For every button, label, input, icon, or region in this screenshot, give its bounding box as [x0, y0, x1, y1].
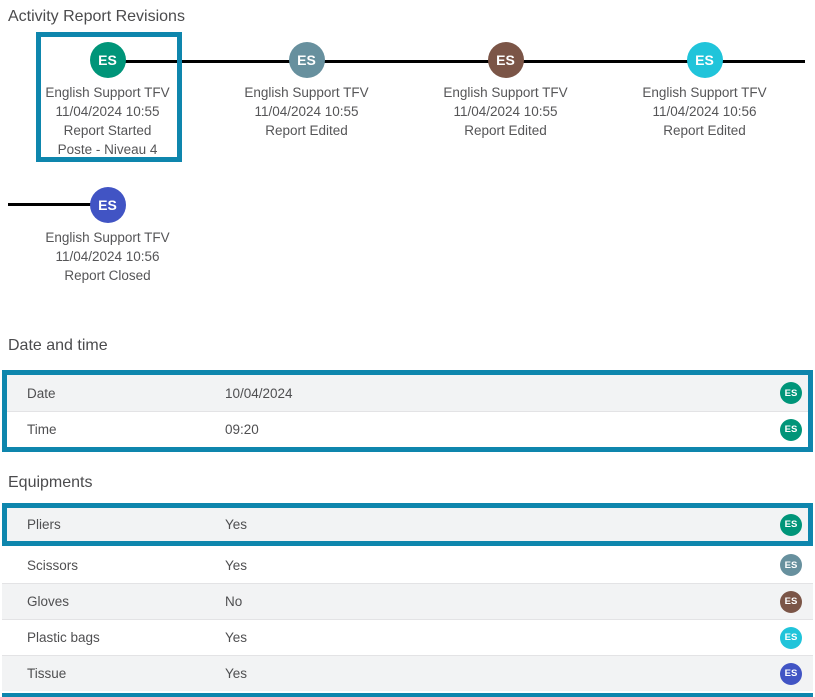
row-value: Yes	[225, 517, 248, 532]
revision-action: Report Edited	[464, 123, 547, 138]
row-value: No	[225, 594, 243, 609]
table-row-plastic-bags: Plastic bags Yes ES	[2, 619, 813, 655]
section-header-equipments: Equipments	[8, 474, 93, 491]
revision-datetime: 11/04/2024 10:55	[254, 104, 359, 119]
row-label: Gloves	[27, 594, 70, 609]
avatar: ES	[487, 42, 524, 78]
equipments-table: Scissors Yes ES Gloves No ES Plastic bag…	[2, 547, 813, 691]
revision-author: English Support TFV	[244, 85, 369, 100]
revision-entry-edited-3[interactable]: ES English Support TFV 11/04/2024 10:56 …	[605, 32, 804, 159]
revision-datetime: 11/04/2024 10:55	[453, 104, 558, 119]
editor-badge: ES	[780, 626, 802, 649]
timeline-connector-line	[8, 203, 108, 206]
row-label: Tissue	[27, 666, 67, 681]
editor-badge: ES	[780, 662, 802, 685]
row-value: Yes	[225, 557, 248, 573]
table-row-scissors: Scissors Yes ES	[2, 547, 813, 583]
revision-author: English Support TFV	[642, 85, 767, 100]
avatar: ES	[288, 42, 325, 78]
avatar: ES	[89, 42, 126, 78]
section-header-date-and-time: Date and time	[8, 337, 108, 354]
revision-timeline-row-1: ES English Support TFV 11/04/2024 10:55 …	[8, 32, 807, 164]
revision-action: Report Edited	[663, 123, 746, 138]
row-value: Yes	[225, 630, 248, 645]
table-row-time: Time 09:20 ES	[7, 411, 808, 447]
row-label: Scissors	[27, 557, 79, 573]
editor-badge: ES	[780, 418, 802, 441]
editor-badge: ES	[780, 554, 802, 576]
next-highlighted-box-edge	[2, 693, 813, 697]
revision-author: English Support TFV	[45, 230, 170, 245]
table-row-tissue: Tissue Yes ES	[2, 655, 813, 691]
highlighted-datetime-box: Date 10/04/2024 ES Time 09:20 ES	[2, 370, 813, 452]
revision-author: English Support TFV	[443, 85, 568, 100]
table-row-pliers: Pliers Yes ES	[7, 508, 808, 541]
row-label: Time	[27, 422, 57, 437]
row-value: 09:20	[225, 422, 259, 437]
row-value: 10/04/2024	[225, 385, 293, 401]
revision-entry-report-started[interactable]: ES English Support TFV 11/04/2024 10:55 …	[8, 32, 207, 159]
table-row-date: Date 10/04/2024 ES	[7, 375, 808, 411]
row-label: Date	[27, 385, 56, 401]
editor-badge: ES	[780, 382, 802, 404]
revision-entry-edited-2[interactable]: ES English Support TFV 11/04/2024 10:55 …	[406, 32, 605, 159]
revision-extra: Poste - Niveau 4	[57, 142, 158, 157]
revision-action: Report Edited	[265, 123, 348, 138]
highlighted-equipment-box: Pliers Yes ES	[2, 503, 813, 546]
revision-author: English Support TFV	[45, 85, 170, 100]
timeline-connector-line	[108, 60, 805, 63]
table-row-gloves: Gloves No ES	[2, 583, 813, 619]
editor-badge: ES	[780, 590, 802, 613]
revision-datetime: 11/04/2024 10:55	[55, 104, 160, 119]
revision-entry-closed[interactable]: ES English Support TFV 11/04/2024 10:56 …	[8, 170, 207, 285]
revision-action: Report Started	[63, 123, 152, 138]
avatar: ES	[89, 187, 126, 223]
revision-datetime: 11/04/2024 10:56	[652, 104, 757, 119]
revision-entry-edited-1[interactable]: ES English Support TFV 11/04/2024 10:55 …	[207, 32, 406, 159]
revision-action: Report Closed	[64, 268, 151, 283]
avatar: ES	[686, 42, 723, 78]
row-value: Yes	[225, 666, 248, 681]
revision-timeline-row-2: ES English Support TFV 11/04/2024 10:56 …	[8, 170, 807, 285]
page-title: Activity Report Revisions	[8, 8, 185, 25]
row-label: Pliers	[27, 517, 61, 532]
revision-datetime: 11/04/2024 10:56	[55, 249, 160, 264]
editor-badge: ES	[780, 513, 802, 536]
row-label: Plastic bags	[27, 630, 100, 645]
